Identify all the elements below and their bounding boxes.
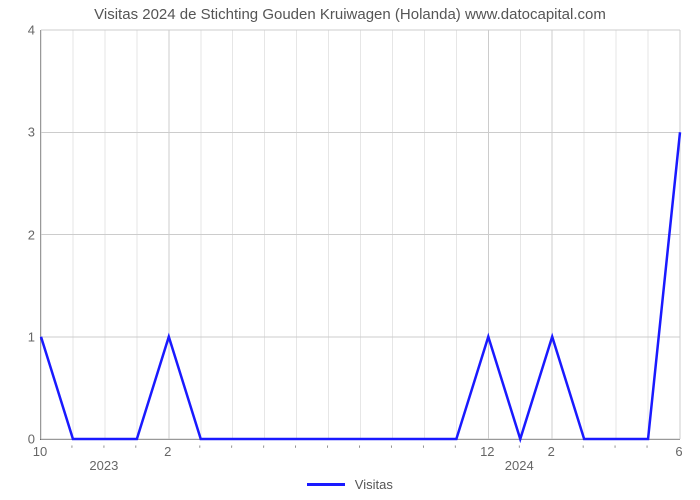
x-tick-minor: ' [295,444,297,456]
x-tick-minor: ' [199,444,201,456]
x-tick-label: 10 [33,444,47,459]
x-tick-minor: ' [390,444,392,456]
x-tick-minor: ' [231,444,233,456]
x-year-label: 2024 [505,458,534,473]
x-tick-minor: ' [135,444,137,456]
x-tick-label: 2 [548,444,555,459]
x-tick-minor: ' [103,444,105,456]
y-tick-label: 2 [5,227,35,242]
visits-line-chart: Visitas 2024 de Stichting Gouden Kruiwag… [0,0,700,500]
legend-label: Visitas [355,477,393,492]
y-tick-label: 1 [5,329,35,344]
legend-swatch [307,483,345,486]
plot-svg [41,30,680,439]
x-tick-label: 2 [164,444,171,459]
x-tick-label: 6 [675,444,682,459]
y-tick-label: 3 [5,125,35,140]
x-tick-minor: ' [422,444,424,456]
x-tick-label: 12 [480,444,494,459]
x-tick-minor: ' [646,444,648,456]
legend: Visitas [0,476,700,492]
chart-title: Visitas 2024 de Stichting Gouden Kruiwag… [0,6,700,23]
x-tick-minor: ' [71,444,73,456]
x-tick-minor: ' [454,444,456,456]
x-tick-minor: ' [358,444,360,456]
x-tick-minor: ' [263,444,265,456]
y-tick-label: 4 [5,23,35,38]
x-tick-minor: ' [582,444,584,456]
x-year-label: 2023 [89,458,118,473]
x-tick-minor: ' [326,444,328,456]
y-tick-label: 0 [5,432,35,447]
x-tick-minor: ' [614,444,616,456]
x-tick-minor: ' [518,444,520,456]
plot-area [40,30,680,440]
